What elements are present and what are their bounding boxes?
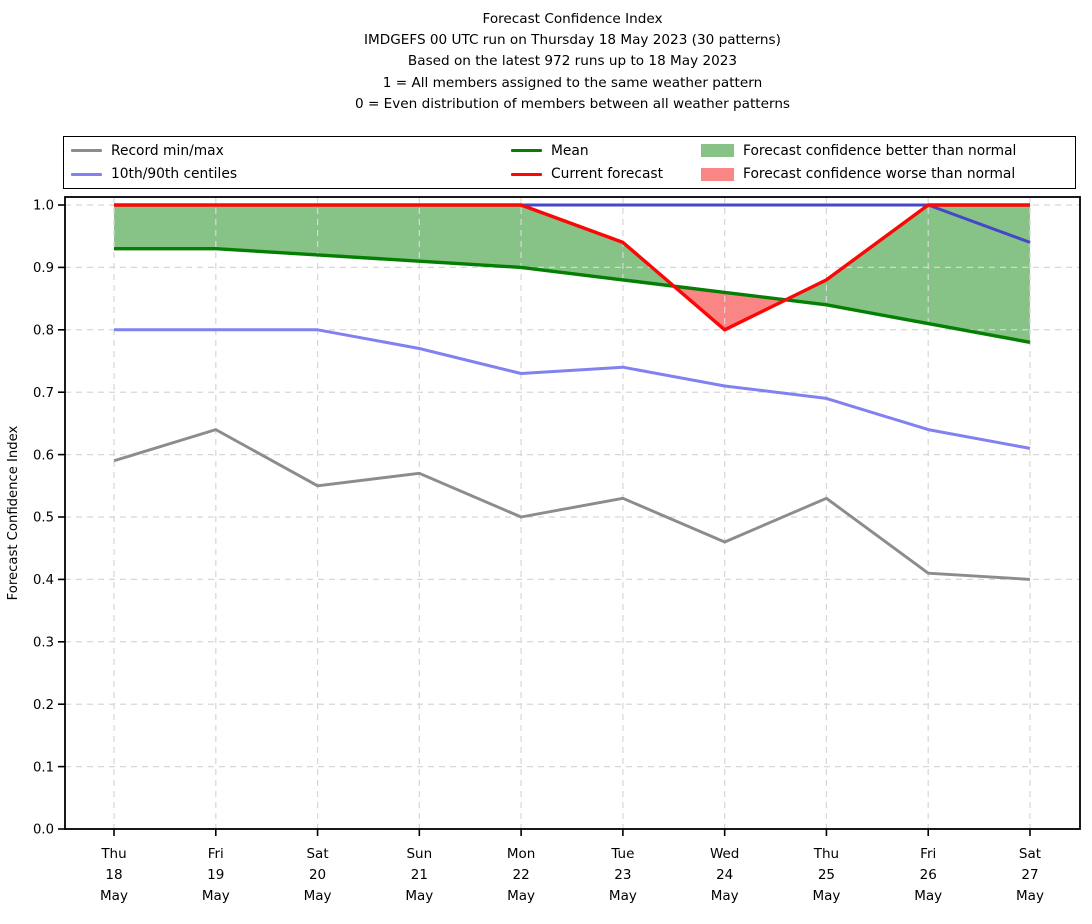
legend-item-record-minmax: Record min/max (71, 141, 237, 161)
x-tick-label-date: 24 (716, 867, 733, 883)
x-tick-label-month: May (202, 888, 230, 904)
chart-subtitle-basis: Based on the latest 972 runs up to 18 Ma… (407, 53, 738, 70)
legend: Record min/max 10th/90th centiles Mean C… (63, 136, 1076, 189)
y-tick-label: 0.2 (33, 698, 54, 713)
y-axis: 0.0 0.1 0.2 0.3 0.4 0.5 0.6 0.7 0.8 0.9 1.0 (33, 199, 65, 838)
confidence-better-fill (785, 205, 1030, 343)
x-tick-label-date: 22 (513, 867, 530, 883)
y-tick-label: 0.7 (33, 386, 54, 401)
legend-item-centiles: 10th/90th centiles (71, 164, 237, 184)
x-tick-label-date: 20 (309, 867, 326, 883)
x-tick-label-month: May (100, 888, 128, 904)
y-tick-label: 0.1 (33, 760, 54, 775)
chart-title-block: Forecast Confidence Index IMDGEFS 00 UTC… (65, 9, 1080, 115)
centiles-swatch (71, 172, 102, 177)
chart-subtitle-run: IMDGEFS 00 UTC run on Thursday 18 May 20… (364, 32, 781, 49)
x-tick-label-day: Mon (507, 846, 535, 862)
y-tick-label: 0.9 (33, 261, 54, 276)
x-tick-label-month: May (304, 888, 332, 904)
worse-than-normal-swatch (701, 167, 734, 182)
x-tick-label-day: Sat (306, 846, 328, 862)
x-tick-label-day: Tue (610, 846, 634, 862)
confidence-better-fill (114, 205, 674, 287)
x-tick-label-month: May (914, 888, 942, 904)
x-tick-label-date: 19 (207, 867, 224, 883)
y-tick-label: 0.4 (33, 573, 54, 588)
legend-column-1: Record min/max 10th/90th centiles (71, 137, 237, 188)
x-tick-label-month: May (711, 888, 739, 904)
legend-label: 10th/90th centiles (111, 166, 238, 183)
x-tick-label-month: May (507, 888, 535, 904)
x-tick-label-month: May (1016, 888, 1044, 904)
x-tick-label-date: 21 (411, 867, 428, 883)
x-tick-label-day: Thu (100, 846, 126, 862)
chart-title: Forecast Confidence Index (482, 11, 663, 27)
current-line (114, 203, 1030, 332)
y-tick-label: 0.3 (33, 636, 54, 651)
x-tick-label-day: Thu (813, 846, 839, 862)
x-tick-label-day: Sat (1019, 846, 1041, 862)
legend-item-current-forecast: Current forecast (511, 164, 663, 184)
legend-item-mean: Mean (511, 141, 663, 161)
x-tick-label-day: Fri (920, 846, 936, 862)
x-tick-label-month: May (405, 888, 433, 904)
y-tick-label: 0.8 (33, 324, 54, 339)
x-tick-label-month: May (812, 888, 840, 904)
plot-border (64, 196, 1081, 830)
legend-item-worse-than-normal: Forecast confidence worse than normal (701, 164, 1016, 184)
record-min-line (113, 428, 1031, 581)
legend-label: Forecast confidence better than normal (743, 142, 1017, 159)
legend-label: Record min/max (111, 142, 224, 159)
current-forecast-swatch (511, 172, 542, 177)
y-tick-label: 0.0 (33, 823, 54, 838)
chart-subtitle-scale-zero: 0 = Even distribution of members between… (354, 95, 791, 112)
centile-10-line (114, 328, 1031, 450)
x-tick-label-date: 23 (614, 867, 631, 883)
legend-item-better-than-normal: Forecast confidence better than normal (701, 141, 1016, 161)
x-tick-label-month: May (609, 888, 637, 904)
x-axis: Thu 18 May Fri 19 May Sat 20 May Sun 21 May Mon 22 May… (100, 829, 1044, 904)
x-tick-label-date: 25 (818, 867, 835, 883)
y-tick-label: 0.5 (33, 511, 54, 526)
legend-column-2: Mean Current forecast (511, 137, 663, 188)
y-tick-label: 1.0 (33, 199, 54, 214)
better-than-normal-swatch (701, 143, 734, 158)
record-minmax-swatch (71, 148, 102, 153)
y-tick-label: 0.6 (33, 448, 54, 463)
legend-label: Current forecast (551, 166, 663, 183)
y-axis-title: Forecast Confidence Index (6, 425, 21, 600)
data-lines (113, 203, 1031, 581)
chart-subtitle-scale-one: 1 = All members assigned to the same wea… (382, 74, 763, 91)
legend-column-3: Forecast confidence better than normal F… (701, 137, 1016, 188)
x-tick-label-date: 26 (920, 867, 937, 883)
x-tick-label-day: Fri (208, 846, 224, 862)
legend-label: Mean (551, 142, 589, 159)
x-tick-label-day: Sun (406, 846, 432, 862)
mean-swatch (511, 148, 542, 153)
x-tick-label-date: 18 (105, 867, 122, 883)
legend-label: Forecast confidence worse than normal (743, 166, 1016, 183)
x-tick-label-day: Wed (710, 846, 739, 862)
mean-line (114, 246, 1031, 344)
x-tick-label-date: 27 (1021, 867, 1038, 883)
